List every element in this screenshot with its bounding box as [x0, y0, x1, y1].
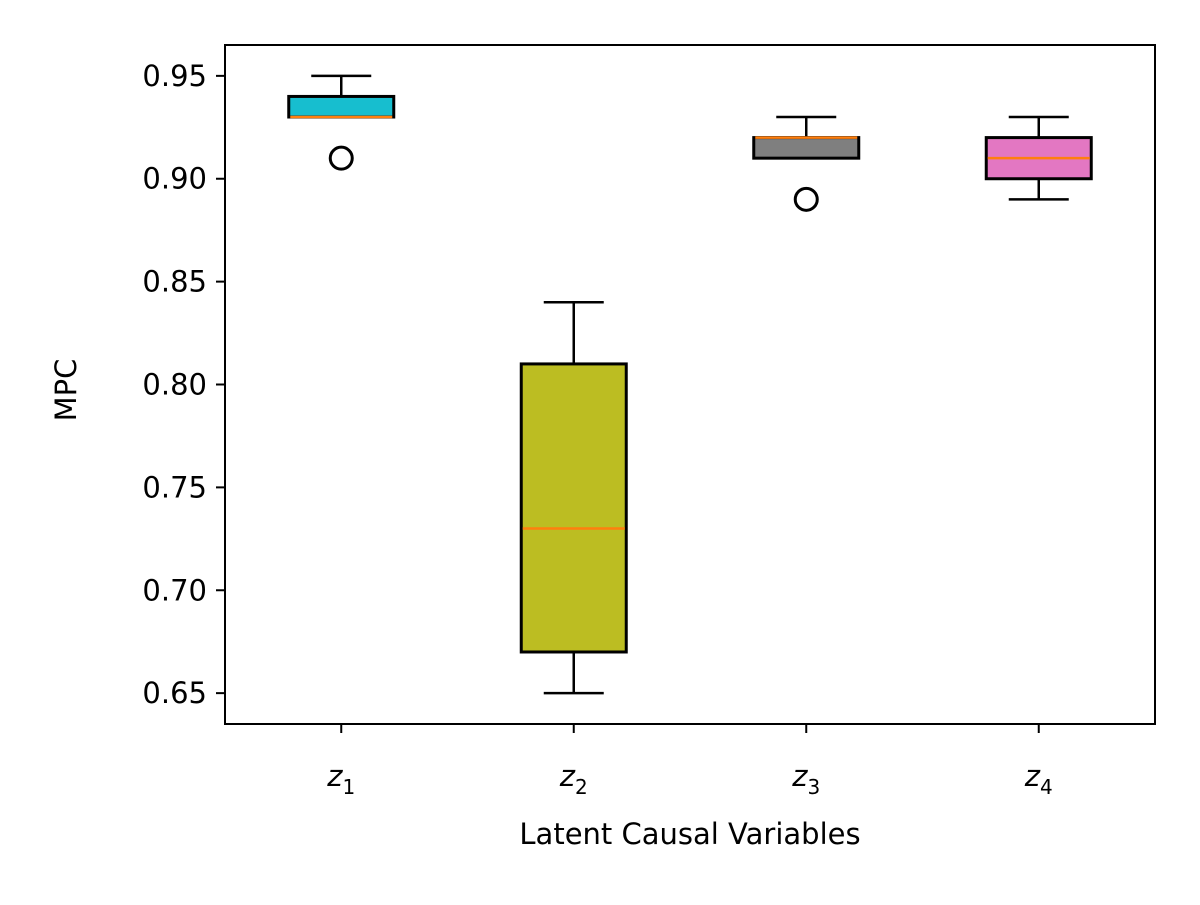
y-tick-label: 0.95 — [142, 59, 207, 93]
y-axis: 0.65 0.70 0.75 0.80 0.85 0.90 0.95 — [142, 59, 225, 710]
y-tick-label: 0.70 — [142, 573, 207, 607]
y-tick-label: 0.80 — [142, 368, 207, 402]
box — [287, 94, 396, 119]
y-tick-label: 0.65 — [142, 676, 207, 710]
box-group-z3 — [752, 115, 861, 212]
x-tick-label: z4 — [1024, 759, 1053, 799]
x-axis: z1 z2 z3 z4 — [326, 724, 1053, 799]
outlier-point — [328, 145, 354, 171]
y-axis-label: MPC — [49, 359, 83, 422]
box — [519, 362, 628, 654]
x-axis-label: Latent Causal Variables — [519, 817, 860, 851]
box-group-z1 — [287, 74, 396, 171]
box — [752, 136, 861, 160]
y-tick-label: 0.90 — [142, 162, 207, 196]
y-tick-label: 0.75 — [142, 470, 207, 504]
outlier-point — [793, 186, 819, 212]
x-tick-label: z2 — [559, 759, 588, 799]
y-tick-label: 0.85 — [142, 265, 207, 299]
box-group-z2 — [519, 300, 628, 695]
x-tick-label: z3 — [791, 759, 820, 799]
x-tick-label: z1 — [326, 759, 355, 799]
plot-area — [287, 74, 1093, 695]
box-group-z4 — [984, 115, 1093, 201]
